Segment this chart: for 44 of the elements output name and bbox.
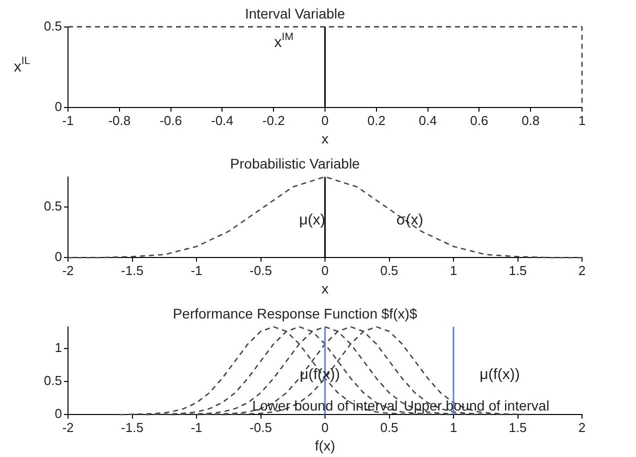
y-tick-label: 0 — [54, 249, 62, 264]
x-tick-label: -1.5 — [121, 262, 144, 278]
x-tick-label: -1 — [62, 112, 74, 128]
x-tick-label: -0.4 — [210, 112, 234, 128]
x-tick-label: 1 — [450, 420, 458, 435]
x-tick-label: -1.5 — [121, 420, 144, 435]
x-axis-title: x — [322, 280, 328, 296]
chart-title: Interval Variable — [244, 5, 346, 22]
y-tick-label: 0 — [54, 99, 62, 114]
x-tick-label: -0.2 — [262, 112, 285, 128]
x-tick-label: 1.5 — [508, 262, 527, 278]
y-tick-label: 0 — [54, 406, 62, 422]
chart-title: Performance Response Function $f(x)$ — [172, 305, 418, 322]
x-tick-label: 0.6 — [470, 112, 488, 128]
x-tick-label: 0.5 — [380, 420, 398, 435]
x-tick-label: 0.4 — [418, 112, 437, 128]
x-tick-label: -0.8 — [108, 112, 131, 128]
x-tick-label: 2 — [578, 262, 586, 278]
x-axis-title: f(x) — [314, 437, 336, 454]
x-axis-title: x — [322, 130, 328, 146]
annotation: μ(f(x)) — [480, 366, 520, 384]
x-tick-label: 1 — [450, 262, 458, 278]
x-tick-label: 1.5 — [508, 420, 527, 435]
annotation: σ(x) — [396, 212, 424, 229]
y-tick-label: 0.5 — [44, 198, 62, 214]
x-tick-label: 0 — [321, 420, 329, 435]
x-tick-label: 2 — [578, 420, 586, 435]
y-tick-label: 0.5 — [44, 373, 62, 388]
y-tick-label: 0.5 — [44, 18, 62, 34]
y-tick-label: 1 — [54, 340, 62, 356]
x-tick-label: 0.5 — [380, 262, 398, 278]
x-tick-label: 0 — [321, 112, 329, 128]
x-tick-label: 1 — [578, 112, 586, 128]
x-tick-label: 0 — [321, 262, 329, 278]
x-tick-label: 0.2 — [367, 112, 386, 128]
chart-title: Probabilistic Variable — [230, 155, 360, 172]
x-tick-label: -1 — [190, 262, 202, 278]
x-tick-label: -2 — [62, 262, 74, 278]
x-tick-label: -0.6 — [160, 112, 182, 128]
x-tick-label: -1 — [190, 420, 202, 435]
x-tick-label: -0.5 — [250, 262, 272, 278]
x-tick-label: -0.5 — [250, 420, 272, 435]
x-tick-label: 0.8 — [522, 112, 540, 128]
x-tick-label: -2 — [62, 420, 74, 435]
